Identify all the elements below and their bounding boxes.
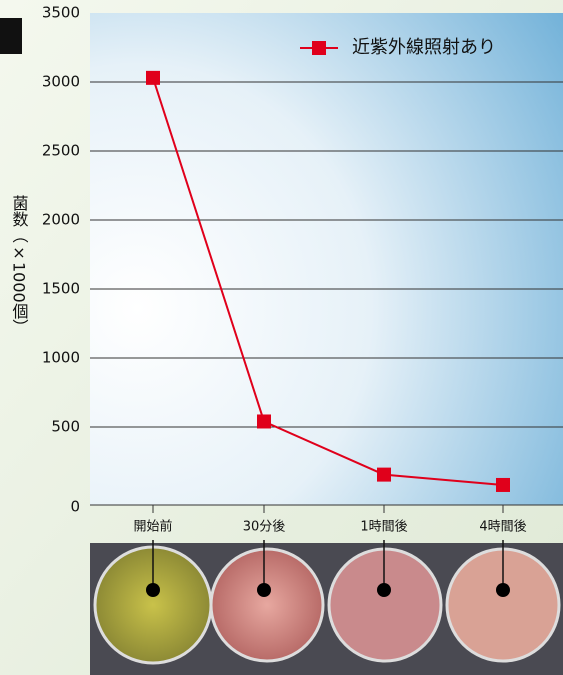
- pointer-dot: [146, 583, 160, 597]
- plot-area: [90, 13, 563, 505]
- y-tick-label: 0: [70, 498, 80, 516]
- y-tick-label: 1500: [42, 280, 80, 298]
- y-tick-label: 3500: [42, 4, 80, 22]
- series-line: [152, 77, 504, 486]
- y-tick-label: 2500: [42, 142, 80, 160]
- pointer-dot: [377, 583, 391, 597]
- y-tick-label: 2000: [42, 211, 80, 229]
- point-marker: [146, 70, 160, 85]
- point-marker: [496, 477, 510, 492]
- x-tick-label: 開始前: [133, 519, 172, 535]
- point-marker: [377, 467, 391, 482]
- y-axis-label: 菌数（×1000個）: [10, 195, 29, 335]
- x-tick-label: 1時間後: [360, 520, 407, 535]
- y-tick-label: 3000: [42, 73, 80, 91]
- pointer-dot: [496, 583, 510, 597]
- legend-marker: [312, 41, 326, 55]
- y-tick-label: 500: [51, 418, 80, 436]
- x-tick-label: 4時間後: [479, 520, 526, 535]
- y-tick-label: 1000: [42, 349, 80, 367]
- x-tick-label: 30分後: [243, 520, 286, 535]
- legend-label: 近紫外線照射あり: [352, 37, 496, 58]
- point-marker: [257, 414, 271, 429]
- corner-badge: [0, 18, 22, 54]
- pointer-dot: [257, 583, 271, 597]
- photo: [90, 543, 563, 675]
